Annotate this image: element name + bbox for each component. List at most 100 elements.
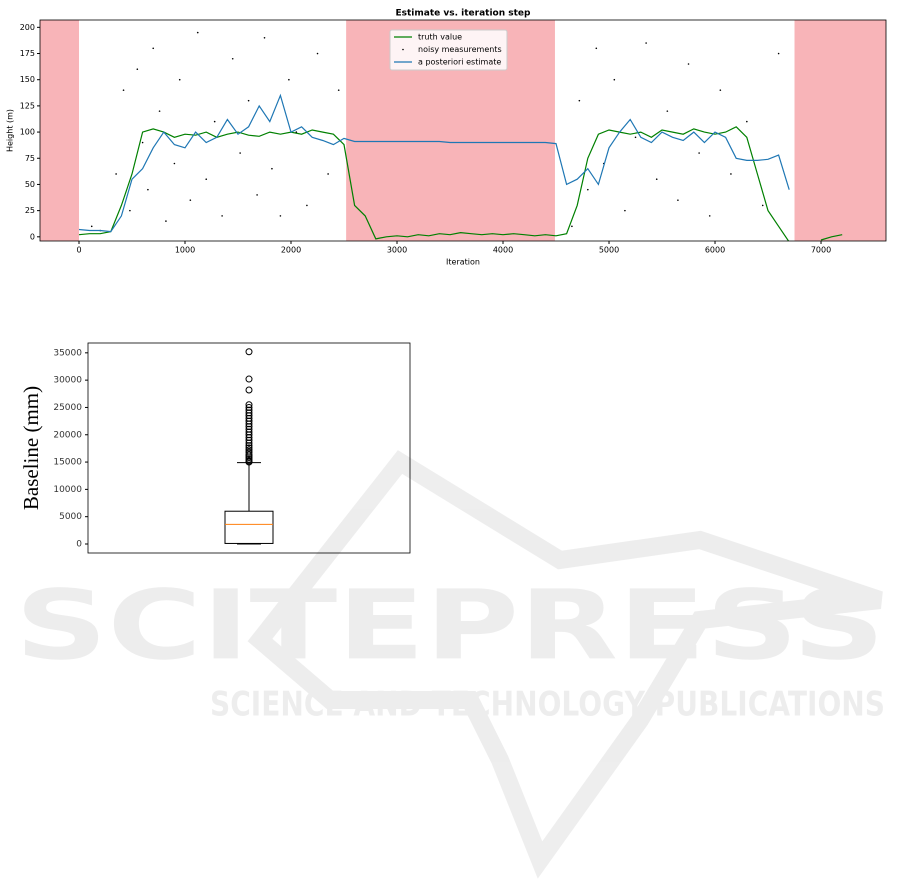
flier xyxy=(245,446,253,454)
y-tick-label: 25000 xyxy=(53,403,82,413)
noisy-point xyxy=(173,162,176,165)
x-tick-label: 5000 xyxy=(599,246,619,255)
noisy-point xyxy=(761,204,764,207)
flier xyxy=(245,375,253,383)
watermark-subtitle: SCIENCE AND TECHNOLOGY PUBLICATIONS xyxy=(210,685,885,725)
noisy-point xyxy=(337,89,340,91)
legend-label: truth value xyxy=(418,33,462,42)
noisy-point xyxy=(624,209,626,212)
noisy-point xyxy=(213,120,216,123)
flier xyxy=(245,417,253,425)
legend-box xyxy=(389,29,508,71)
noisy-point xyxy=(288,78,290,81)
noisy-point xyxy=(295,131,298,133)
noisy-point xyxy=(316,52,319,55)
noisy-point xyxy=(205,178,208,181)
x-tick-label: 2000 xyxy=(281,246,301,255)
noisy-point xyxy=(178,78,181,81)
box-chart: 0 5000 10000 15000 20000 25000 30000 35000 Basel… xyxy=(19,342,411,554)
noisy-point xyxy=(677,199,679,201)
noisy-point xyxy=(158,110,161,112)
watermark-title: SCITEPRESS xyxy=(15,569,885,681)
noisy-point xyxy=(189,199,192,201)
flier xyxy=(245,420,253,428)
noisy-point xyxy=(115,173,117,175)
watermark: SCITEPRESS SCIENCE AND TECHNOLOGY PUBLIC… xyxy=(15,450,885,879)
axes-frame xyxy=(87,342,411,554)
y-tick-label: 15000 xyxy=(53,458,82,468)
noisy-point xyxy=(196,31,199,34)
y-tick-label: 0 xyxy=(76,539,82,549)
flier xyxy=(245,448,253,456)
flier xyxy=(245,412,253,420)
noisy-point xyxy=(698,152,700,154)
y-tick-label: 175 xyxy=(20,49,35,58)
noisy-point xyxy=(708,215,711,217)
flier xyxy=(245,406,253,414)
noisy-point xyxy=(221,215,223,217)
legend-label: a posteriori estimate xyxy=(418,58,501,67)
legend: truth value noisy measurements a posterior… xyxy=(389,29,508,71)
noisy-point xyxy=(165,220,167,222)
noisy-point xyxy=(327,173,329,175)
flier xyxy=(245,442,253,450)
noisy-point xyxy=(719,89,722,91)
x-tick-label: 0 xyxy=(76,246,81,255)
chart-title: Estimate vs. iteration step xyxy=(396,9,532,19)
noisy-point xyxy=(152,47,155,50)
noisy-point xyxy=(730,173,732,175)
y-tick-label: 100 xyxy=(20,128,35,137)
noisy-point xyxy=(666,110,669,112)
flier xyxy=(245,431,253,439)
y-tick-label: 200 xyxy=(20,23,35,32)
noisy-point xyxy=(263,37,266,39)
x-tick-label: 3000 xyxy=(387,246,407,255)
y-tick-label: 35000 xyxy=(53,348,82,358)
noisy-point xyxy=(256,194,258,196)
flier xyxy=(245,348,253,356)
flier xyxy=(245,414,253,422)
flier xyxy=(245,428,253,436)
noisy-point xyxy=(587,188,589,191)
y-axis-label: Height (m) xyxy=(6,109,15,152)
y-tick-label: 25 xyxy=(25,206,35,215)
noisy-point xyxy=(129,209,131,212)
noisy-point xyxy=(306,204,308,207)
series-line xyxy=(78,126,843,241)
y-tick-label: 50 xyxy=(25,180,35,189)
flier xyxy=(245,436,253,444)
flier xyxy=(245,401,253,409)
x-tick-label: 1000 xyxy=(175,246,195,255)
noisy-point xyxy=(687,63,690,65)
noisy-point xyxy=(136,68,139,71)
noisy-point xyxy=(141,141,144,144)
y-tick-label: 0 xyxy=(30,232,35,241)
flier xyxy=(245,423,253,431)
y-axis-label: Baseline (mm) xyxy=(19,386,43,510)
series-line xyxy=(78,93,790,233)
noisy-point xyxy=(279,215,282,217)
noisy-point xyxy=(122,89,125,91)
x-tick-label: 7000 xyxy=(811,246,831,255)
y-tick-label: 150 xyxy=(20,75,35,84)
x-axis-label: Iteration xyxy=(446,258,480,267)
noisy-point xyxy=(147,188,149,191)
flier xyxy=(245,433,253,441)
legend-label: noisy measurements xyxy=(418,45,502,54)
noisy-point xyxy=(634,136,637,139)
noisy-point xyxy=(239,152,241,154)
y-tick-label: 30000 xyxy=(53,376,82,386)
noisy-point xyxy=(571,225,573,228)
noisy-point xyxy=(90,225,93,228)
axes-frame xyxy=(39,19,887,242)
watermark-logo xyxy=(247,450,883,879)
flier xyxy=(245,386,253,394)
y-tick-label: 10000 xyxy=(53,485,82,495)
x-tick-label: 4000 xyxy=(493,246,513,255)
shaded-region xyxy=(40,20,80,241)
shaded-region xyxy=(794,20,886,241)
flier xyxy=(245,409,253,417)
y-tick-label: 5000 xyxy=(59,512,82,522)
y-tick-label: 125 xyxy=(20,101,35,110)
